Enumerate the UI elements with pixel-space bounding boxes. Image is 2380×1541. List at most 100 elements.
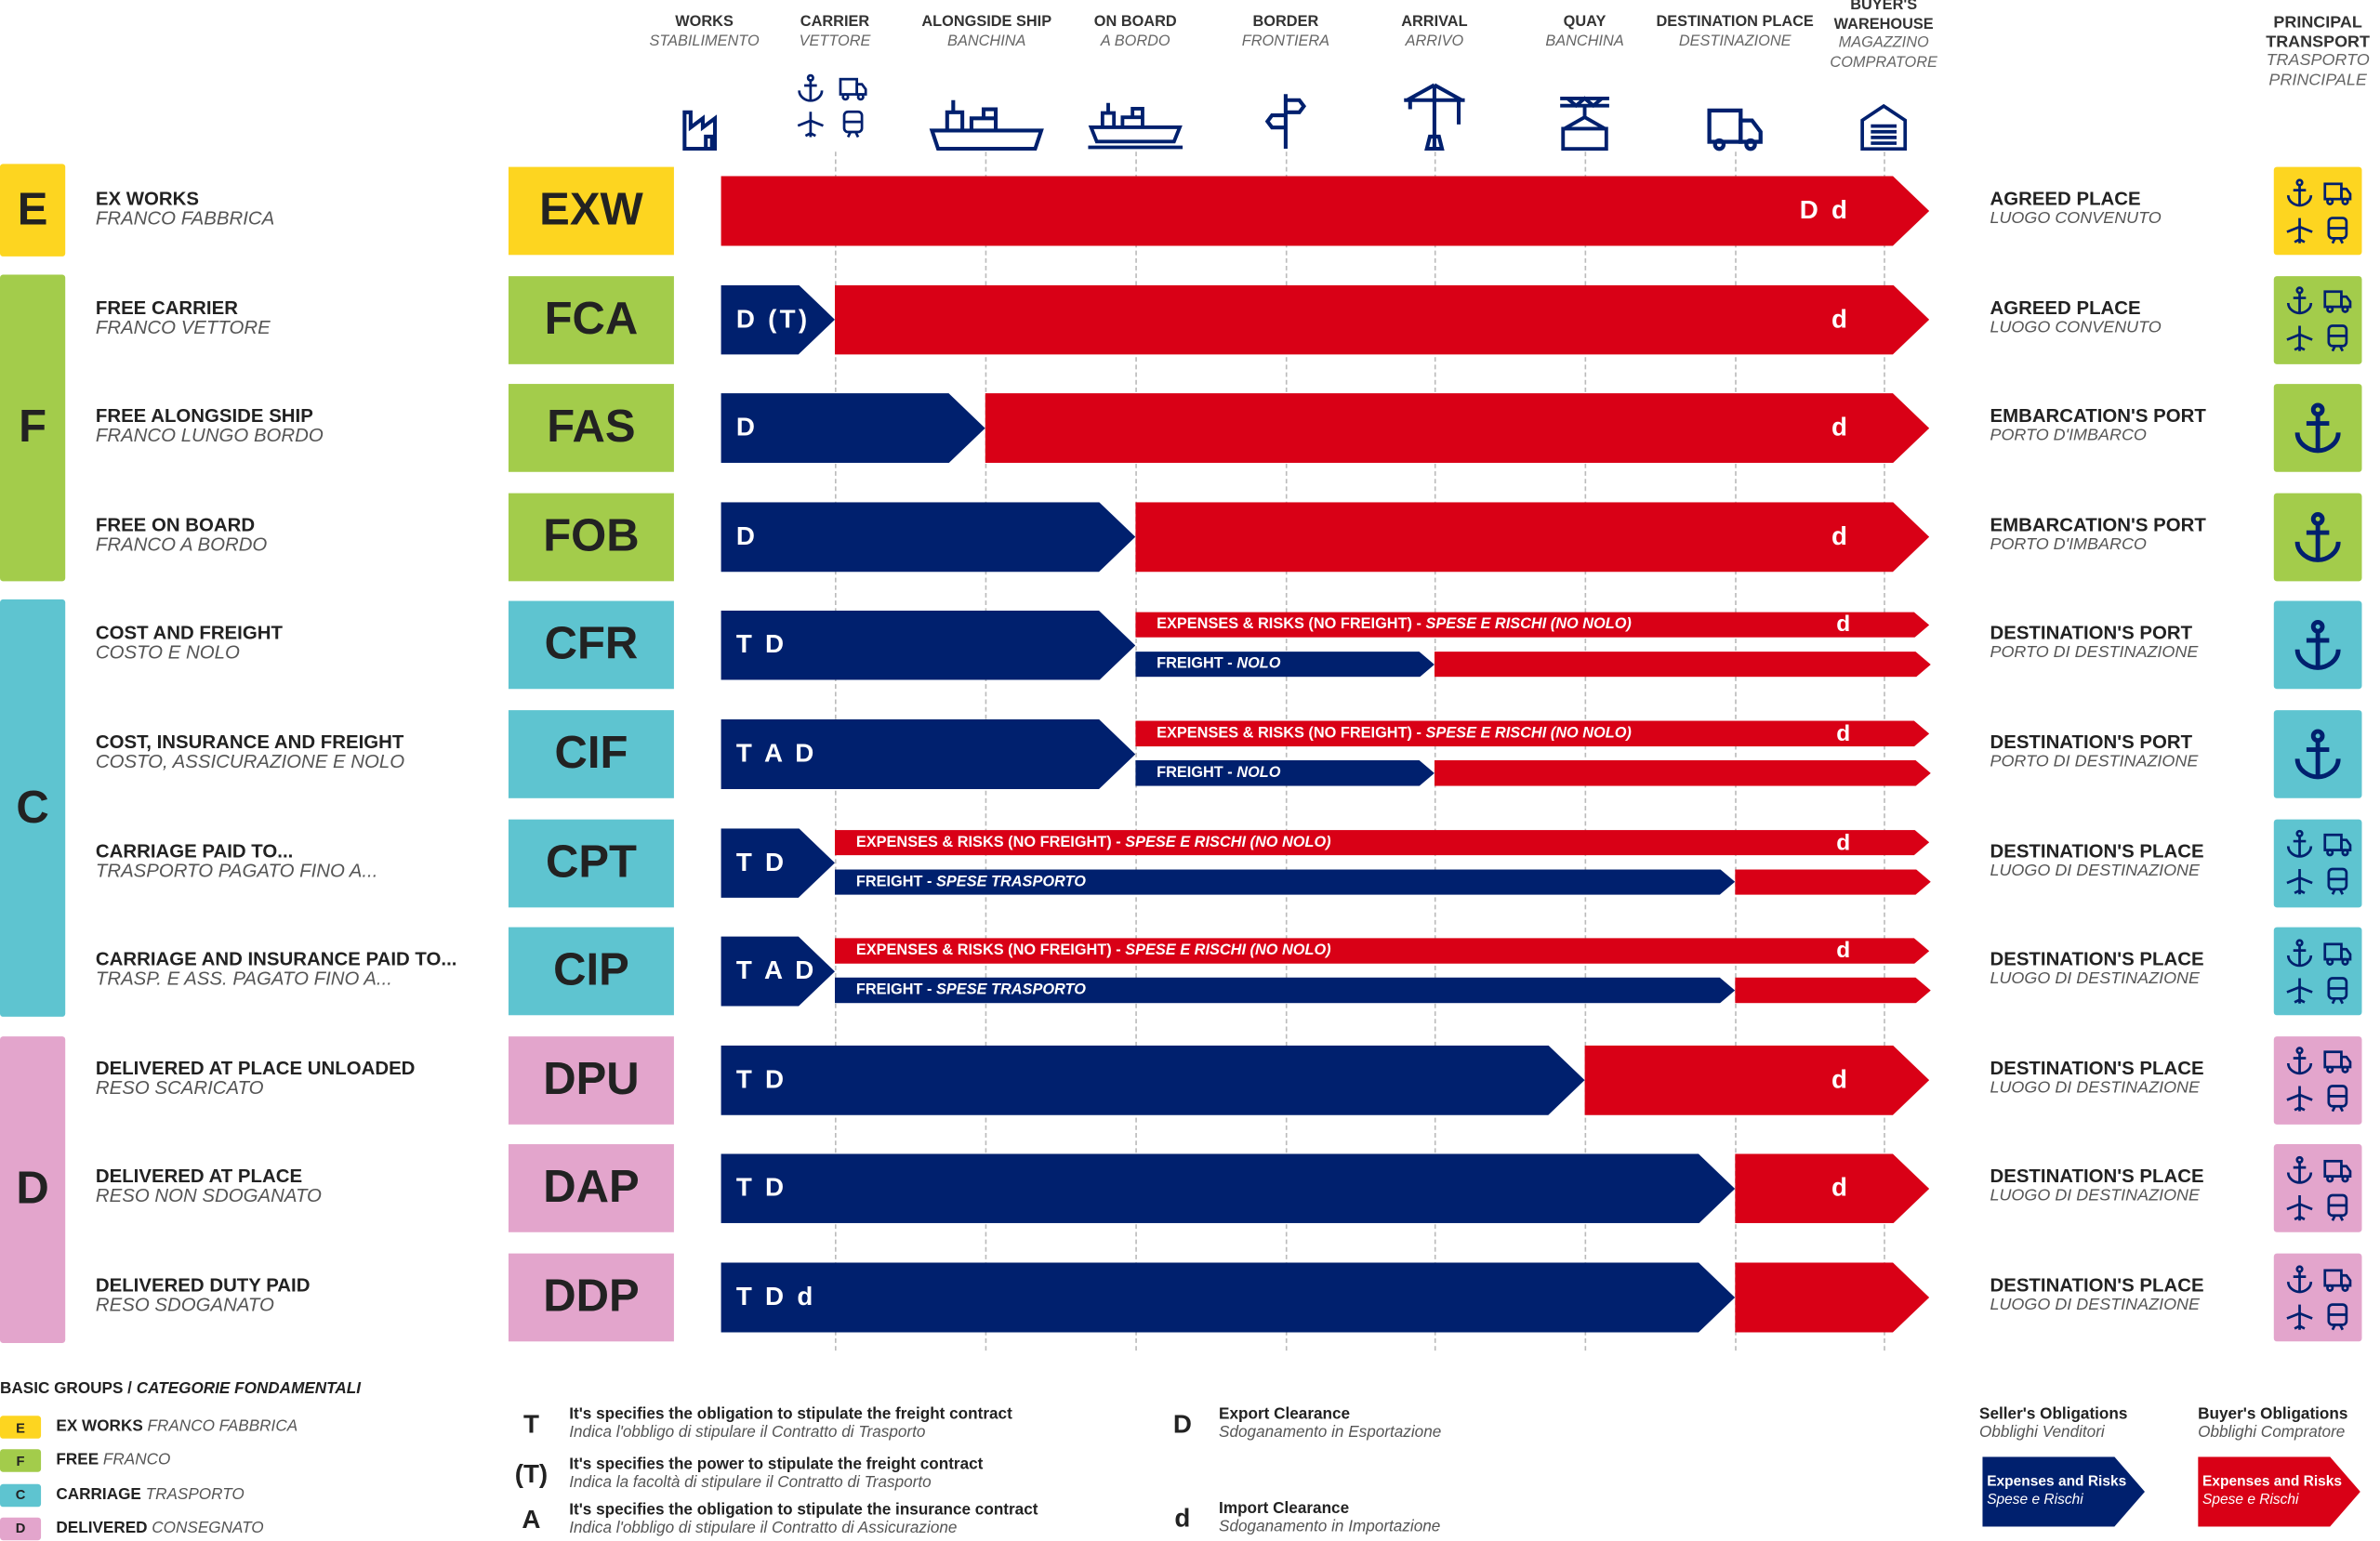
buyer-clearance-label: D d <box>1799 195 1851 225</box>
column-label: BORDER <box>1252 13 1319 31</box>
buyer-clearance-label: d <box>1836 612 1851 639</box>
risk-label: EXPENSES & RISKS (NO FREIGHT) - <box>1157 616 1426 634</box>
anchor-icon <box>2273 384 2362 473</box>
name-en: CARRIAGE AND INSURANCE PAID TO... <box>95 948 457 970</box>
column-label: QUAY <box>1563 13 1606 31</box>
buyer-freight-bar <box>1735 977 1931 1004</box>
incoterm-code-cip[interactable]: CIP <box>508 927 674 1016</box>
name-it: TRASPORTO PAGATO FINO A... <box>95 860 378 881</box>
column-label-it: BANCHINA <box>947 33 1026 50</box>
incoterm-code-cfr[interactable]: CFR <box>508 601 674 690</box>
factory-icon <box>681 106 727 151</box>
legend-group-label: FREE <box>56 1451 99 1469</box>
delivery-place: DESTINATION'S PORT PORTO DI DESTINAZIONE <box>1990 732 2199 772</box>
place-en: DESTINATION'S PLACE <box>1990 1166 2204 1188</box>
name-en: FREE ON BOARD <box>95 514 256 536</box>
buyer-clearance-label: d <box>1831 521 1851 551</box>
legend-symbol-description: Import Clearance Sdoganamento in Importaz… <box>1219 1499 1440 1535</box>
seller-clearance-label: T D <box>735 1064 787 1094</box>
column-guide-line <box>1584 151 1587 1351</box>
delivery-place: EMBARCATION'S PORT PORTO D'IMBARCO <box>1990 515 2205 555</box>
seller-arrow-label-it: Spese e Rischi <box>1987 1491 2083 1508</box>
principal-transport-label: PRINCIPAL TRANSPORT <box>2266 13 2371 51</box>
buyer-obligation-bar: d <box>1735 1153 1930 1224</box>
buyer-clearance-label: d <box>1836 829 1851 856</box>
legend-symbol: T <box>522 1409 539 1439</box>
name-it: FRANCO LUNGO BORDO <box>95 425 324 447</box>
signpost-icon <box>1263 91 1308 151</box>
column-label: BUYER'S WAREHOUSE <box>1833 0 1934 33</box>
column-guide-line <box>1285 151 1288 1351</box>
name-it: RESO SDOGANATO <box>95 1294 274 1316</box>
buyer-obligation-bar: d <box>1135 502 1930 573</box>
column-label-it: BANCHINA <box>1545 33 1624 50</box>
place-it: PORTO D'IMBARCO <box>1990 427 2147 445</box>
legend-buyer-obligations: Buyer's Obligations Obblighi Compratore <box>2198 1405 2347 1442</box>
legend-group-label: CARRIAGE <box>56 1484 141 1504</box>
incoterm-code-dpu[interactable]: DPU <box>508 1035 674 1125</box>
risk-label: EXPENSES & RISKS (NO FREIGHT) - <box>855 942 1126 960</box>
legend-symbol: A <box>522 1505 541 1534</box>
legend-group-label-it: CONSEGNATO <box>152 1519 264 1537</box>
delivery-place: DESTINATION'S PLACE LUOGO DI DESTINAZIONE <box>1990 1275 2203 1315</box>
place-en: DESTINATION'S PLACE <box>1990 1057 2204 1079</box>
multimodal-transport-icon <box>2273 927 2362 1016</box>
symbol-text: It's specifies the obligation to stipula… <box>569 1500 1038 1520</box>
name-it: FRANCO VETTORE <box>95 316 271 338</box>
seller-clearance-label: T A D <box>735 739 817 769</box>
name-en: COST, INSURANCE AND FREIGHT <box>95 731 404 753</box>
legend-symbol: D <box>1172 1409 1192 1439</box>
freight-label-it: SPESE TRASPORTO <box>936 873 1086 890</box>
buyer-arrow-label-it: Spese e Rischi <box>2202 1491 2299 1508</box>
legend-swatch-F: F <box>0 1449 42 1473</box>
delivery-place: DESTINATION'S PLACE LUOGO DI DESTINAZIONE <box>1990 1166 2204 1206</box>
symbol-text: It's specifies the power to stipulate th… <box>569 1455 984 1474</box>
column-label: DESTINATION PLACE <box>1656 13 1814 31</box>
buyer-obligation-bar: d <box>834 284 1930 355</box>
incoterm-code-ddp[interactable]: DDP <box>508 1253 674 1342</box>
legend-symbol-description: It's specifies the power to stipulate th… <box>569 1455 983 1492</box>
column-label-it: VETTORE <box>799 33 871 50</box>
place-en: AGREED PLACE <box>1990 296 2141 319</box>
legend-symbol-description: Export Clearance Sdoganamento in Esportaz… <box>1219 1405 1441 1442</box>
column-guide-line <box>1884 151 1885 1351</box>
buyer-clearance-label: d <box>1831 1064 1851 1094</box>
symbol-text: Import Clearance <box>1219 1499 1350 1518</box>
incoterm-name: CARRIAGE PAID TO... TRASPORTO PAGATO FINO… <box>96 841 378 880</box>
seller-title: Seller's Obligations <box>1979 1404 2128 1424</box>
name-it: FRANCO A BORDO <box>95 533 268 556</box>
legend-group-label-it: FRANCO FABBRICA <box>147 1416 298 1436</box>
incoterm-code-fob[interactable]: FOB <box>508 493 674 581</box>
buyer-risk-bar: EXPENSES & RISKS (NO FREIGHT) - SPESE E … <box>834 829 1930 856</box>
incoterm-code-fas[interactable]: FAS <box>508 384 674 473</box>
seller-obligation-bar: T A D <box>721 718 1136 790</box>
legend-title: BASIC GROUPS / <box>0 1379 137 1398</box>
place-it: PORTO D'IMBARCO <box>1990 535 2147 554</box>
freight-label-it: SPESE TRASPORTO <box>936 981 1086 999</box>
group-D: D <box>0 1036 66 1343</box>
column-header-carrier: CARRIER VETTORE <box>744 14 926 52</box>
delivery-place: DESTINATION'S PORT PORTO DI DESTINAZIONE <box>1990 623 2198 664</box>
buyer-freight-bar <box>1434 759 1931 786</box>
incoterm-name: EX WORKS FRANCO FABBRICA <box>96 189 274 229</box>
incoterm-code-exw[interactable]: EXW <box>508 166 674 256</box>
incoterm-code-cif[interactable]: CIF <box>508 710 674 798</box>
incoterm-code-dap[interactable]: DAP <box>508 1144 674 1233</box>
name-en: CARRIAGE PAID TO... <box>95 839 294 862</box>
incoterm-code-cpt[interactable]: CPT <box>508 818 674 907</box>
place-it: PORTO DI DESTINAZIONE <box>1990 752 2199 771</box>
symbol-text: Export Clearance <box>1219 1404 1351 1424</box>
seller-obligation-bar: D <box>721 393 985 464</box>
incoterm-code-fca[interactable]: FCA <box>508 275 674 364</box>
place-en: DESTINATION'S PORT <box>1990 623 2193 644</box>
buyer-clearance-label: d <box>1836 720 1851 747</box>
column-header-quay: QUAY BANCHINA <box>1494 14 1676 52</box>
seller-obligation-bar: D <box>721 502 1136 573</box>
seller-obligation-bar: T A D <box>721 936 835 1007</box>
place-en: DESTINATION'S PLACE <box>1990 839 2204 862</box>
freight-label: FREIGHT - <box>1157 764 1237 782</box>
legend-title-it: CATEGORIE FONDAMENTALI <box>136 1379 361 1398</box>
column-label: ARRIVAL <box>1401 13 1468 31</box>
delivery-place: DESTINATION'S PLACE LUOGO DI DESTINAZIONE <box>1990 841 2203 880</box>
